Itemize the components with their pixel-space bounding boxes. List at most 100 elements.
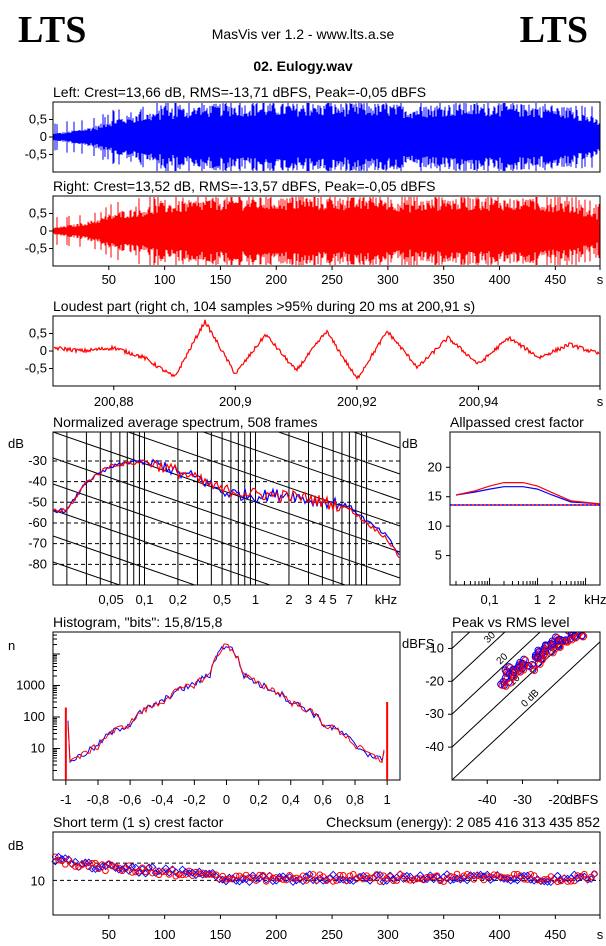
- right-waveform-xtick-label: s: [597, 272, 604, 287]
- short-term-crest-point-right: [534, 876, 541, 884]
- short-term-crest-xtick-label: 450: [544, 927, 566, 942]
- short-term-crest-point-right: [366, 874, 374, 882]
- short-term-crest-point-right: [125, 862, 133, 869]
- short-term-crest-point-right: [336, 871, 344, 879]
- peak-vs-rms-title: Peak vs RMS level: [452, 614, 569, 630]
- right-waveform-xtick-label: 200: [265, 272, 287, 287]
- right-waveform-xtick-label: 350: [433, 272, 455, 287]
- peak-vs-rms-point: [549, 648, 557, 657]
- short-term-crest-point-right: [349, 871, 357, 878]
- peak-vs-rms-point: [556, 643, 564, 651]
- short-term-crest-xtick-label: 50: [102, 927, 116, 942]
- short-term-crest-point-right: [490, 871, 498, 878]
- short-term-crest-point-right: [333, 877, 340, 884]
- histogram-xtick-label: 0,6: [314, 792, 332, 807]
- peak-vs-rms-point: [529, 665, 537, 673]
- peak-vs-rms-point: [524, 661, 532, 670]
- short-term-crest-point-right: [259, 871, 267, 879]
- short-term-crest-point-right: [199, 869, 206, 877]
- peak-vs-rms-diagonal: [452, 641, 600, 780]
- average-spectrum-title: Normalized average spectrum, 508 frames: [53, 414, 318, 430]
- short-term-crest-point-right: [567, 878, 575, 885]
- short-term-crest-point-right: [500, 874, 508, 881]
- loudest-part-ytick-label: 0,5: [29, 326, 47, 341]
- average-spectrum-xtick-label: kHz: [375, 592, 397, 607]
- peak-vs-rms-point: [520, 655, 528, 664]
- short-term-crest-point-left: [349, 877, 358, 885]
- short-term-crest-point-right: [406, 877, 414, 884]
- short-term-crest-point-left: [553, 871, 562, 880]
- short-term-crest-point-left: [285, 872, 294, 881]
- peak-vs-rms-point: [560, 637, 569, 646]
- short-term-crest-point-right: [416, 875, 424, 883]
- short-term-crest-point-left: [282, 874, 291, 883]
- average-spectrum-ytick-label: -50: [28, 494, 47, 509]
- short-term-crest-point-left: [486, 876, 495, 884]
- right-waveform-xtick-label: 100: [154, 272, 176, 287]
- short-term-crest-point-right: [232, 872, 240, 880]
- peak-vs-rms-diagonal: [452, 632, 541, 715]
- short-term-crest-point-left: [272, 876, 281, 885]
- peak-vs-rms-xlabel: dBFS: [566, 792, 599, 807]
- short-term-crest-point-right: [396, 871, 404, 878]
- right-waveform-title: Right: Crest=13,52 dB, RMS=-13,57 dBFS, …: [53, 178, 435, 194]
- short-term-crest-point-right: [85, 863, 93, 870]
- short-term-crest-point-left: [61, 854, 70, 863]
- short-term-crest-xtick-label: 150: [210, 927, 232, 942]
- short-term-crest-point-right: [266, 872, 273, 880]
- loudest-part-xtick-label: 200,92: [337, 394, 377, 409]
- short-term-crest-point-right: [507, 874, 514, 882]
- short-term-crest-point-right: [477, 873, 484, 880]
- peak-vs-rms-point: [540, 650, 548, 658]
- average-spectrum-xtick-label: 3: [305, 592, 312, 607]
- peak-vs-rms-ylabel: dBFS: [402, 636, 435, 651]
- histogram-xtick-label: -0,6: [119, 792, 141, 807]
- short-term-crest-point-right: [376, 878, 384, 885]
- right-waveform-ytick-label: 0,5: [29, 206, 47, 221]
- right-waveform-ytick-label: 0: [40, 223, 47, 238]
- short-term-crest-point-left: [198, 870, 207, 879]
- average-spectrum-series: [53, 458, 400, 556]
- short-term-crest-point-right: [72, 863, 79, 870]
- short-term-crest-point-left: [476, 870, 485, 879]
- short-term-crest-point-right: [185, 867, 193, 875]
- short-term-crest-xtick-label: 100: [154, 927, 176, 942]
- short-term-crest-point-right: [102, 867, 109, 875]
- loudest-part-ytick-label: -0,5: [25, 361, 47, 376]
- peak-vs-rms-point: [536, 660, 544, 668]
- average-spectrum-slope: [53, 666, 400, 786]
- short-term-crest-point-right: [252, 877, 260, 884]
- short-term-crest-point-right: [262, 878, 270, 885]
- short-term-crest-point-right: [530, 872, 538, 879]
- short-term-crest-point-right: [92, 859, 99, 867]
- short-term-crest-point-right: [169, 866, 176, 874]
- histogram-ylabel: n: [8, 638, 15, 653]
- short-term-crest-point-left: [71, 857, 80, 866]
- short-term-crest-point-right: [339, 872, 347, 879]
- peak-vs-rms-ytick-label: -20: [425, 673, 444, 688]
- peak-vs-rms-point: [570, 632, 578, 635]
- short-term-crest-point-right: [410, 876, 417, 884]
- average-spectrum-slope: [53, 640, 400, 760]
- short-term-crest-point-right: [88, 859, 96, 867]
- short-term-crest-point-left: [135, 869, 143, 877]
- right-waveform-xtick-label: 250: [321, 272, 343, 287]
- average-spectrum-xtick-label: 0,5: [213, 592, 231, 607]
- short-term-crest-point-right: [192, 868, 200, 876]
- peak-vs-rms-xtick-label: -30: [513, 792, 532, 807]
- short-term-crest-point-right: [346, 872, 354, 880]
- short-term-crest-point-right: [326, 874, 334, 882]
- short-term-crest-xtick-label: s: [597, 927, 604, 942]
- allpassed-crest-title: Allpassed crest factor: [450, 414, 584, 430]
- loudest-part-line: [53, 319, 600, 380]
- peak-vs-rms-xtick-label: -20: [548, 792, 567, 807]
- average-spectrum-slope: [201, 432, 400, 501]
- average-spectrum-xtick-label: 0,05: [98, 592, 123, 607]
- left-waveform-wave: [53, 103, 600, 171]
- allpassed-crest-ytick-label: 5: [435, 548, 442, 563]
- histogram-xtick-label: 0,8: [346, 792, 364, 807]
- allpassed-crest-ytick-label: 20: [428, 459, 442, 474]
- short-term-crest-point-right: [524, 876, 531, 883]
- short-term-crest-point-left: [573, 874, 582, 883]
